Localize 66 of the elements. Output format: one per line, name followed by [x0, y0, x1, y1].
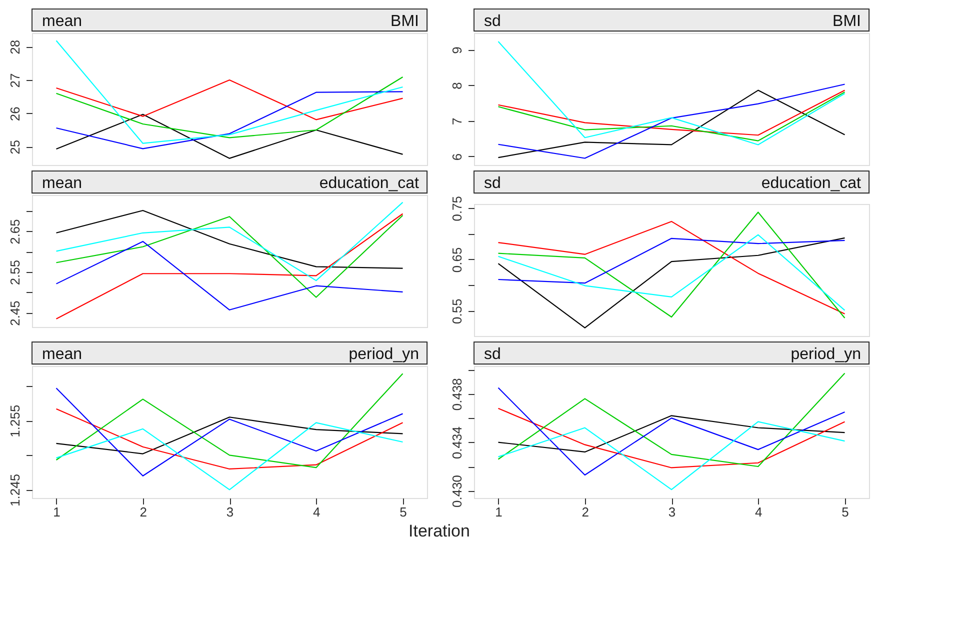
x-tick-label: 3: [226, 504, 234, 520]
x-tick-label: 5: [842, 504, 849, 520]
line-series: [56, 76, 404, 138]
y-tick-label: 25: [8, 140, 22, 154]
y-tick-label: 0.438: [450, 378, 464, 411]
y-tick-label: 2.55: [8, 260, 22, 286]
line-series: [498, 40, 846, 146]
x-tick-label: 3: [668, 504, 676, 520]
line-series: [56, 210, 404, 269]
y-tick-label: 2.65: [8, 219, 22, 244]
chart-title: mean: [42, 346, 82, 363]
y-tick-label: 9: [450, 46, 464, 54]
y-tick-label: 7: [450, 118, 464, 125]
line-series: [56, 422, 404, 490]
y-tick-label: 28: [8, 40, 22, 54]
x-tick-label: 1: [53, 504, 60, 520]
line-series: [498, 415, 846, 453]
y-tick-label: 6: [450, 153, 464, 161]
y-tick-label: 8: [450, 82, 464, 90]
line-series: [498, 237, 846, 328]
x-tick-label: 4: [755, 504, 762, 520]
line-series: [56, 213, 404, 320]
line-series: [498, 421, 846, 490]
line-series: [498, 234, 846, 311]
chart-subtitle: education_cat: [319, 175, 420, 192]
line-series: [56, 240, 404, 310]
line-series: [56, 388, 404, 476]
line-series: [56, 114, 404, 159]
x-axis-title: Iteration: [408, 522, 470, 540]
y-tick-label: 0.434: [450, 426, 464, 460]
line-series: [56, 79, 404, 120]
x-tick-label: 2: [582, 504, 589, 520]
line-series: [498, 238, 846, 284]
y-tick-label: 1.245: [8, 474, 22, 506]
chart-title: sd: [484, 13, 501, 30]
chart-title: sd: [484, 346, 501, 363]
y-tick-label: 0.430: [450, 474, 464, 508]
line-series: [56, 202, 404, 282]
y-tick-label: 0.65: [450, 247, 464, 273]
y-tick-label: 27: [8, 73, 22, 88]
line-series: [56, 214, 404, 298]
line-series: [56, 40, 404, 144]
y-tick-label: 1.255: [8, 404, 22, 438]
chart-subtitle: education_cat: [761, 175, 862, 192]
line-series: [56, 373, 404, 468]
x-tick-label: 1: [495, 504, 502, 520]
x-tick-label: 4: [313, 504, 320, 520]
x-tick-label: 5: [400, 504, 407, 520]
y-tick-label: 26: [8, 106, 22, 122]
chart-subtitle: BMI: [832, 13, 861, 30]
chart-title: mean: [42, 175, 82, 192]
line-series: [56, 416, 404, 454]
chart-subtitle: BMI: [390, 13, 419, 30]
line-series: [56, 91, 404, 150]
line-series: [498, 372, 846, 468]
line-series: [56, 408, 404, 470]
y-tick-label: 2.45: [8, 300, 22, 326]
line-series: [498, 408, 846, 468]
chart-title: sd: [484, 175, 501, 192]
chart-title: mean: [42, 13, 82, 30]
chart-subtitle: period_yn: [348, 346, 419, 363]
chart-subtitle: period_yn: [790, 346, 861, 363]
x-tick-label: 2: [140, 504, 147, 520]
y-tick-label: 0.75: [450, 196, 464, 222]
line-series: [498, 387, 846, 476]
y-tick-label: 0.55: [450, 298, 464, 324]
